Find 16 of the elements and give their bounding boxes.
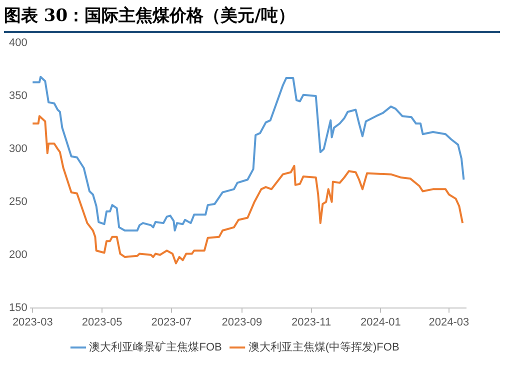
chart-title: 图表 30：国际主焦煤价格（美元/吨）: [4, 4, 500, 33]
y-tick-label: 300: [8, 142, 28, 155]
y-tick-label: 350: [8, 90, 28, 102]
y-tick-label: 200: [8, 248, 28, 261]
legend-label: 澳大利亚主焦煤(中等挥发)FOB: [248, 340, 400, 354]
x-tick-label: 2023-07: [151, 316, 192, 328]
x-tick-label: 2023-11: [292, 316, 332, 328]
x-tick-label: 2024-01: [360, 316, 401, 328]
legend-label: 澳大利亚峰景矿主焦煤FOB: [89, 340, 222, 354]
y-tick-label: 250: [8, 196, 28, 208]
y-tick-label: 400: [8, 37, 28, 50]
x-tick-label: 2023-03: [12, 316, 53, 328]
x-tick-label: 2023-09: [222, 316, 262, 328]
y-tick-label: 150: [8, 302, 28, 314]
x-tick-label: 2024-03: [428, 316, 470, 328]
x-tick-label: 2023-05: [82, 316, 122, 328]
